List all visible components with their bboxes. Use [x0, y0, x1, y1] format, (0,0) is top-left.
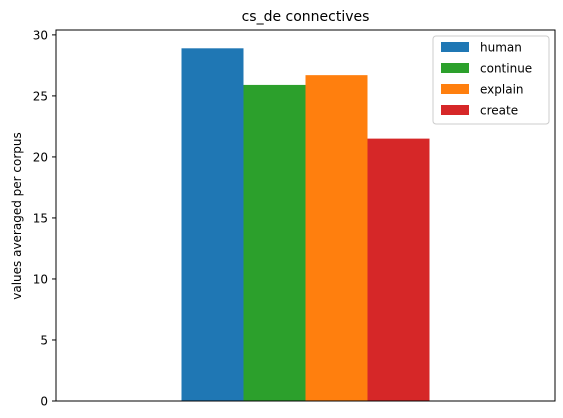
bars-group — [181, 48, 430, 402]
legend-swatch-create — [441, 105, 469, 115]
y-tick-label: 10 — [33, 272, 48, 286]
y-tick-label: 15 — [33, 211, 48, 225]
legend-swatch-explain — [441, 84, 469, 94]
y-tick-label: 0 — [40, 395, 48, 409]
legend-swatch-human — [441, 42, 469, 52]
legend-swatch-continue — [441, 63, 469, 73]
y-tick-label: 30 — [33, 28, 48, 42]
y-axis-label: values averaged per corpus — [10, 132, 24, 300]
y-tick-label: 20 — [33, 150, 48, 164]
plot-frame — [55, 29, 556, 402]
bar-explain — [305, 75, 368, 401]
legend-label-explain: explain — [480, 83, 524, 97]
chart-title: cs_de connectives — [242, 9, 370, 25]
legend-label-create: create — [480, 104, 518, 118]
y-tick-label: 25 — [33, 89, 48, 103]
bar-continue — [243, 84, 306, 402]
legend: human continue explain create — [432, 35, 550, 125]
bar-create — [367, 138, 430, 402]
bar-human — [181, 48, 244, 402]
legend-label-continue: continue — [480, 62, 532, 76]
legend-box — [432, 35, 550, 125]
y-axis-ticks: 0 5 10 15 20 25 30 — [33, 28, 56, 409]
y-tick-label: 5 — [40, 333, 48, 347]
legend-label-human: human — [480, 41, 522, 55]
